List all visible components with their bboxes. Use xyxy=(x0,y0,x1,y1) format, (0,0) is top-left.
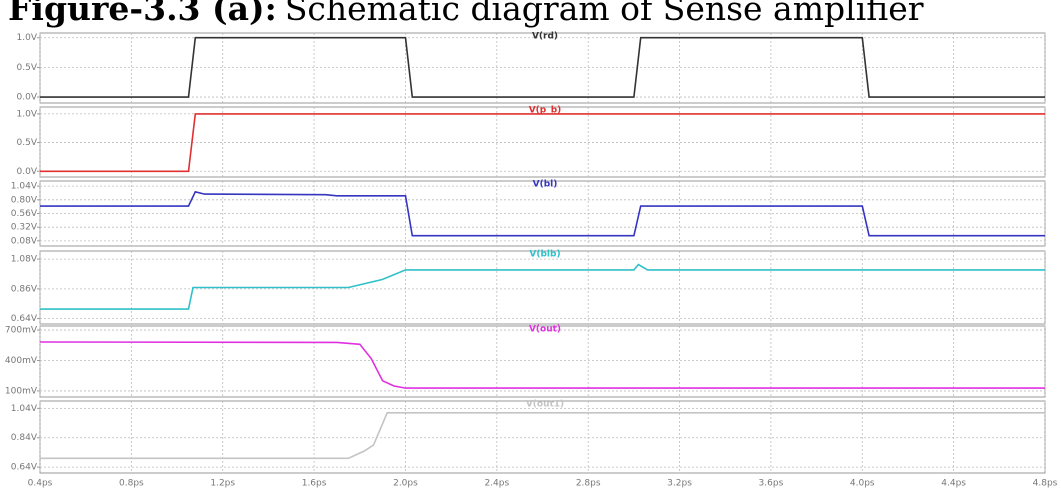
y-tick-label: 1.08V xyxy=(11,255,38,265)
trace-label: V(blb) xyxy=(529,250,560,260)
x-tick-label: 4.4ps xyxy=(941,479,966,489)
y-tick-label: 400mV xyxy=(5,356,38,366)
y-tick-label: 0.56V xyxy=(11,209,38,219)
y-tick-label: 0.64V xyxy=(11,314,38,324)
y-tick-label: 0.5V xyxy=(17,138,38,148)
x-tick-label: 2.8ps xyxy=(576,479,601,489)
caption-text: Schematic diagram of Sense amplifier xyxy=(285,0,924,28)
waveform xyxy=(40,36,1045,98)
trace-label: V(out) xyxy=(529,325,561,335)
y-tick-label: 1.0V xyxy=(17,33,38,43)
trace-label: V(rd) xyxy=(532,32,558,42)
x-tick-label: 3.2ps xyxy=(667,479,692,489)
y-tick-label: 0.86V xyxy=(11,284,38,294)
x-tick-label: 2.0ps xyxy=(393,479,418,489)
x-tick-label: 0.8ps xyxy=(119,479,144,489)
x-tick-label: 3.6ps xyxy=(759,479,784,489)
trace-label: V(p_b) xyxy=(529,106,562,116)
y-tick-label: 0.64V xyxy=(11,463,38,473)
x-tick-label: 1.2ps xyxy=(210,479,235,489)
x-tick-label: 4.0ps xyxy=(850,479,875,489)
x-tick-label: 2.4ps xyxy=(484,479,509,489)
trace-label: V(bl) xyxy=(533,180,558,190)
x-tick-label: 4.8ps xyxy=(1033,479,1058,489)
y-tick-label: 1.0V xyxy=(17,109,38,119)
panel-frame xyxy=(39,325,1046,398)
caption-label: Figure-3.3 (a): xyxy=(8,0,277,28)
panel-frame xyxy=(39,32,1046,104)
waveform xyxy=(40,113,1045,173)
waveform xyxy=(40,190,1045,237)
panel-frame xyxy=(39,106,1046,178)
y-tick-label: 1.04V xyxy=(11,182,38,192)
waveform xyxy=(40,412,1045,460)
y-tick-label: 1.04V xyxy=(11,404,38,414)
y-tick-label: 100mV xyxy=(5,386,38,396)
y-tick-label: 700mV xyxy=(5,326,38,336)
y-tick-label: 0.80V xyxy=(11,195,38,205)
y-tick-label: 0.84V xyxy=(11,433,38,443)
y-tick-label: 0.0V xyxy=(17,167,38,177)
x-tick-label: 1.6ps xyxy=(302,479,327,489)
y-tick-label: 0.32V xyxy=(11,223,38,233)
x-tick-label: 0.4ps xyxy=(28,479,53,489)
y-tick-label: 0.08V xyxy=(11,236,38,246)
waveform xyxy=(39,341,1045,389)
trace-label: V(out1) xyxy=(526,400,564,410)
y-tick-label: 0.5V xyxy=(17,63,38,73)
waveform xyxy=(40,263,1045,310)
y-tick-label: 0.0V xyxy=(17,93,38,103)
caption: Figure-3.3 (a): Schematic diagram of Sens… xyxy=(8,0,924,28)
